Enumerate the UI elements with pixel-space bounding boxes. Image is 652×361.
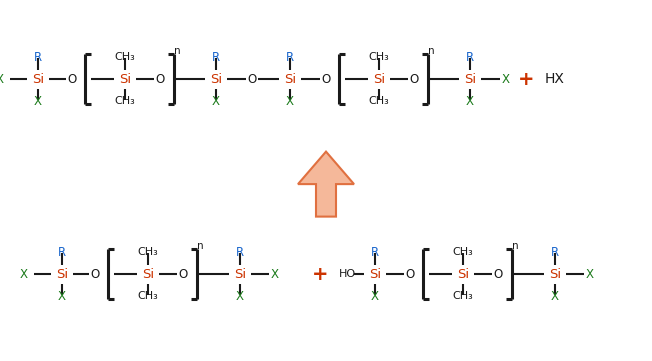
Text: Si: Si: [369, 268, 381, 281]
Text: Si: Si: [32, 73, 44, 86]
Text: HX: HX: [545, 73, 565, 86]
Text: R: R: [286, 51, 294, 64]
Text: X: X: [586, 268, 594, 281]
Text: +: +: [518, 70, 534, 89]
Text: O: O: [67, 73, 77, 86]
Text: O: O: [247, 73, 257, 86]
Text: X: X: [502, 73, 510, 86]
Text: Si: Si: [549, 268, 561, 281]
Text: X: X: [271, 268, 279, 281]
Text: R: R: [371, 246, 379, 259]
Text: O: O: [494, 268, 503, 281]
Text: R: R: [236, 246, 244, 259]
Text: Si: Si: [142, 268, 154, 281]
Text: X: X: [236, 290, 244, 303]
Text: O: O: [155, 73, 164, 86]
Text: Si: Si: [56, 268, 68, 281]
Text: X: X: [212, 95, 220, 108]
Text: n: n: [197, 242, 203, 251]
Text: HO: HO: [338, 269, 355, 279]
Text: +: +: [312, 265, 328, 284]
Text: X: X: [0, 73, 4, 86]
Text: CH₃: CH₃: [368, 52, 389, 62]
Text: n: n: [173, 47, 181, 56]
Text: R: R: [34, 51, 42, 64]
Text: n: n: [512, 242, 518, 251]
Polygon shape: [298, 152, 354, 217]
Text: Si: Si: [234, 268, 246, 281]
Text: X: X: [466, 95, 474, 108]
Text: CH₃: CH₃: [452, 247, 473, 257]
Text: R: R: [58, 246, 66, 259]
Text: X: X: [58, 290, 66, 303]
Text: O: O: [321, 73, 331, 86]
Text: O: O: [91, 268, 100, 281]
Text: O: O: [409, 73, 419, 86]
Text: O: O: [179, 268, 188, 281]
Text: Si: Si: [284, 73, 296, 86]
Text: Si: Si: [119, 73, 131, 86]
Text: CH₃: CH₃: [138, 247, 158, 257]
Text: X: X: [371, 290, 379, 303]
Text: Si: Si: [373, 73, 385, 86]
Text: R: R: [551, 246, 559, 259]
Text: O: O: [406, 268, 415, 281]
Text: Si: Si: [210, 73, 222, 86]
Text: Si: Si: [457, 268, 469, 281]
Text: X: X: [34, 95, 42, 108]
Text: X: X: [551, 290, 559, 303]
Text: R: R: [466, 51, 474, 64]
Text: n: n: [428, 47, 434, 56]
Text: R: R: [212, 51, 220, 64]
Text: Si: Si: [464, 73, 476, 86]
Text: CH₃: CH₃: [452, 291, 473, 301]
Text: CH₃: CH₃: [138, 291, 158, 301]
Text: CH₃: CH₃: [115, 52, 136, 62]
Text: CH₃: CH₃: [115, 96, 136, 106]
Text: X: X: [286, 95, 294, 108]
Text: X: X: [20, 268, 28, 281]
Text: CH₃: CH₃: [368, 96, 389, 106]
